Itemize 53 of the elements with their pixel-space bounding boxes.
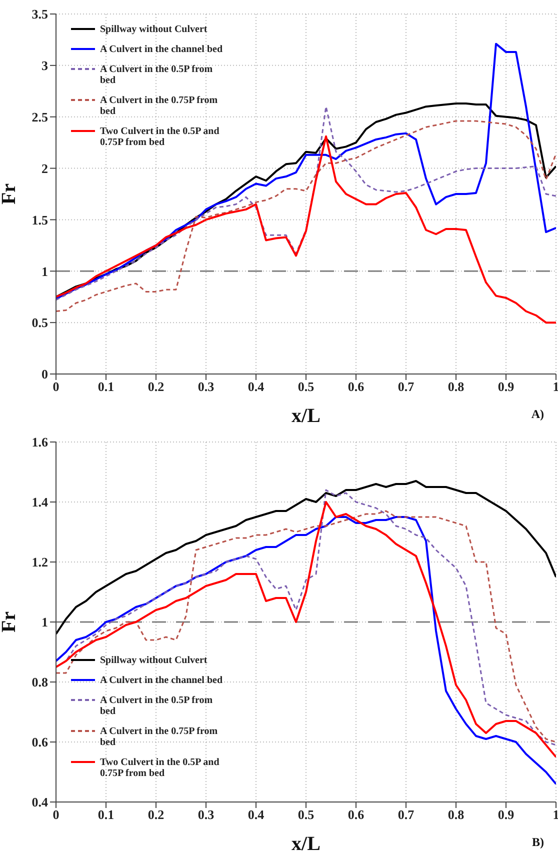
x-tick-label: 0.4 <box>248 379 265 394</box>
y-tick-label: 1.4 <box>32 494 48 510</box>
x-axis-title: x/L <box>292 833 320 855</box>
line-series <box>56 42 556 300</box>
x-tick-label: 0.8 <box>448 379 465 394</box>
x-tick-label: 0.4 <box>248 807 265 822</box>
legend-label: A Culvert in the 0.75P from bed <box>100 95 219 117</box>
y-tick-label: 1 <box>42 264 48 279</box>
y-tick-label: 3 <box>42 58 48 74</box>
y-tick-label: 1.5 <box>32 212 48 228</box>
x-tick-label: 0.5 <box>298 379 315 394</box>
y-tick-label: 0.5 <box>32 315 48 330</box>
y-axis-title: Fr <box>0 183 20 205</box>
legend-label: A Culvert in the channel bed <box>100 675 223 686</box>
legend-label: A Culvert in the 0.5P from bed <box>100 64 214 86</box>
text: B) <box>532 835 544 850</box>
x-tick-label: 0 <box>52 379 60 394</box>
x-tick-label: 0.1 <box>98 807 114 822</box>
x-tick-label: 0.3 <box>198 379 215 394</box>
y-tick-label: 0.4 <box>32 794 48 810</box>
x-tick-label: 0.3 <box>198 807 215 822</box>
legend-label: Spillway without Culvert <box>100 655 208 666</box>
x-tick-label: 0.9 <box>498 807 515 822</box>
legend-label: Spillway without Culvert <box>100 24 208 35</box>
x-tick-label: 0.7 <box>398 379 415 394</box>
y-tick-label: 1.2 <box>32 554 48 570</box>
x-tick-label: 0.7 <box>398 807 415 822</box>
x-axis-title: x/L <box>292 405 320 427</box>
x-tick-label: 0.1 <box>98 379 114 394</box>
x-tick-label: 0.9 <box>498 379 515 394</box>
x-tick-label: 0 <box>52 807 60 822</box>
x-tick-label: 0.2 <box>148 807 164 822</box>
legend-label: Two Culvert in the 0.5P and 0.75P from bed <box>100 126 220 148</box>
y-axis-title: Fr <box>0 611 20 633</box>
y-tick-label: 2.5 <box>32 109 48 124</box>
y-tick-label: 0.6 <box>32 734 48 750</box>
x-tick-label: 0.6 <box>348 807 365 822</box>
y-tick-label: 0.8 <box>32 674 48 690</box>
text: A) <box>531 407 544 422</box>
legend-label: Two Culvert in the 0.5P and 0.75P from bed <box>100 757 220 779</box>
y-tick-label: 1.6 <box>32 434 48 450</box>
y-tick-label: 0 <box>42 366 48 382</box>
line-series <box>56 480 556 635</box>
y-tick-label: 1 <box>42 614 48 630</box>
x-tick-label: 0.5 <box>298 807 315 822</box>
x-tick-label: 0.2 <box>148 379 164 394</box>
x-tick-label: 0.6 <box>348 379 365 394</box>
legend-label: A Culvert in the channel bed <box>100 44 223 55</box>
y-tick-label: 2 <box>42 160 48 176</box>
legend-label: A Culvert in the 0.5P from bed <box>100 695 214 717</box>
x-tick-label: 0.8 <box>448 807 465 822</box>
y-tick-label: 3.5 <box>32 6 48 22</box>
legend-label: A Culvert in the 0.75P from bed <box>100 726 219 748</box>
